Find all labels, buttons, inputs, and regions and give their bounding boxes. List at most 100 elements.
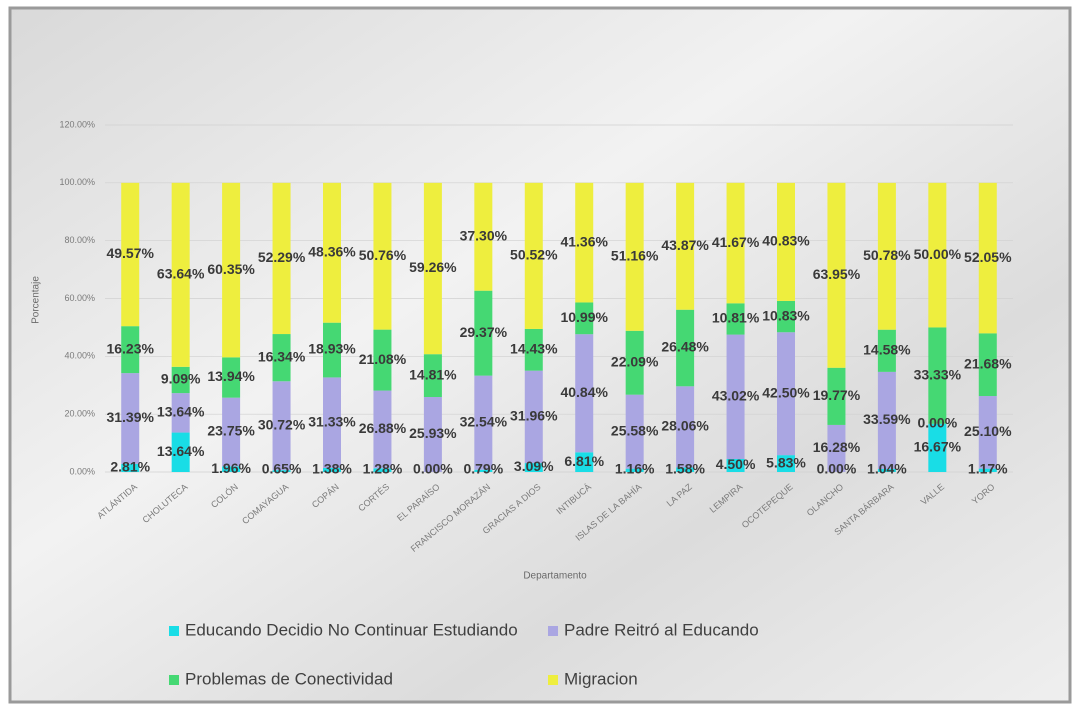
data-label: 52.05%	[964, 249, 1012, 265]
data-label: 0.00%	[413, 461, 453, 477]
data-label: 25.58%	[611, 422, 659, 438]
data-label: 28.06%	[661, 418, 709, 434]
bar-segment	[877, 329, 896, 372]
bar-segment	[474, 182, 493, 291]
bar-segment	[928, 423, 947, 472]
data-label: 37.30%	[460, 227, 508, 243]
bar-segment	[272, 470, 291, 472]
y-tick-label: 0.00%	[69, 466, 95, 476]
data-label: 63.95%	[813, 266, 861, 282]
bar-segment	[474, 375, 493, 470]
bar-segment	[121, 463, 140, 472]
bar-segment	[575, 182, 594, 303]
y-tick-label: 120.00%	[59, 119, 95, 129]
data-label: 1.16%	[615, 461, 655, 477]
data-label: 21.08%	[359, 351, 407, 367]
bar-segment	[676, 386, 695, 468]
bar-segment	[423, 182, 442, 355]
bar-segment	[373, 468, 392, 472]
data-label: 31.39%	[106, 409, 154, 425]
data-label: 9.09%	[161, 371, 201, 387]
bar-segment	[222, 357, 241, 398]
bar-segment	[323, 322, 341, 378]
data-label: 31.33%	[308, 413, 356, 429]
bar-segment	[323, 377, 341, 469]
bar-segment	[625, 394, 644, 469]
data-label: 30.72%	[258, 416, 306, 432]
bar-segment	[575, 452, 594, 472]
data-label: 0.79%	[463, 461, 503, 477]
bar-segment	[272, 381, 291, 471]
bar-segment	[726, 334, 745, 459]
bar-segment	[373, 182, 392, 330]
bar-segment	[272, 182, 291, 335]
data-label: 40.83%	[762, 233, 810, 249]
bar-segment	[524, 328, 543, 371]
data-label: 5.83%	[766, 454, 806, 470]
bar-segment	[625, 182, 644, 331]
bar-segment	[575, 302, 594, 335]
data-label: 33.59%	[863, 411, 911, 427]
data-label: 50.76%	[359, 247, 407, 263]
bar-segment	[323, 182, 341, 323]
data-label: 48.36%	[308, 243, 356, 259]
bar-segment	[928, 182, 947, 328]
data-label: 3.09%	[514, 458, 554, 474]
data-label: 1.58%	[665, 460, 705, 476]
bar-segment	[726, 303, 745, 335]
bar-segment	[222, 182, 241, 358]
data-label: 1.96%	[211, 460, 251, 476]
y-tick-label: 20.00%	[64, 409, 95, 419]
bar-segment	[676, 182, 695, 310]
data-label: 14.81%	[409, 366, 457, 382]
data-label: 14.58%	[863, 341, 911, 357]
data-label: 1.17%	[968, 461, 1008, 477]
data-label: 60.35%	[207, 261, 255, 277]
data-label: 0.65%	[262, 461, 302, 477]
bar-segment	[676, 309, 695, 387]
bar-segment	[171, 393, 190, 433]
data-label: 14.43%	[510, 340, 558, 356]
data-label: 18.93%	[308, 341, 356, 357]
legend-label: Padre Reitró al Educando	[564, 620, 759, 639]
bar-segment	[877, 371, 896, 469]
x-axis-title: Departamento	[523, 571, 587, 582]
data-label: 26.88%	[359, 420, 407, 436]
data-label: 50.00%	[914, 246, 962, 262]
bar-segment	[222, 397, 241, 467]
data-label: 1.04%	[867, 461, 907, 477]
bar-segment	[423, 397, 442, 472]
bar-segment	[272, 334, 291, 382]
data-label: 13.64%	[157, 404, 205, 420]
data-label: 10.83%	[762, 307, 810, 323]
data-label: 29.37%	[460, 324, 508, 340]
y-tick-label: 40.00%	[64, 351, 95, 361]
data-label: 0.00%	[817, 461, 857, 477]
data-label: 22.09%	[611, 353, 659, 369]
bar-segment	[827, 367, 846, 425]
bar-segment	[373, 390, 392, 469]
data-label: 40.84%	[560, 384, 608, 400]
data-label: 1.38%	[312, 461, 352, 477]
data-label: 31.96%	[510, 408, 558, 424]
data-label: 19.77%	[813, 387, 861, 403]
legend-label: Migracion	[564, 669, 638, 688]
bar-segment	[726, 182, 745, 304]
data-label: 10.81%	[712, 310, 760, 326]
data-label: 51.16%	[611, 248, 659, 264]
bar-segment	[827, 424, 846, 472]
data-label: 1.28%	[363, 461, 403, 477]
data-label: 21.68%	[964, 355, 1012, 371]
bar-segment	[777, 182, 795, 301]
bar-segment	[373, 329, 392, 391]
data-label: 41.36%	[560, 233, 608, 249]
legend-label: Problemas de Conectividad	[185, 669, 393, 688]
bar-segment	[726, 458, 745, 472]
bar-segment	[575, 334, 594, 453]
bar-segment	[625, 330, 644, 395]
data-label: 43.87%	[661, 237, 709, 253]
data-label: 23.75%	[207, 423, 255, 439]
bar-segment	[676, 467, 695, 472]
data-label: 6.81%	[564, 453, 604, 469]
bar-segment	[978, 182, 997, 334]
